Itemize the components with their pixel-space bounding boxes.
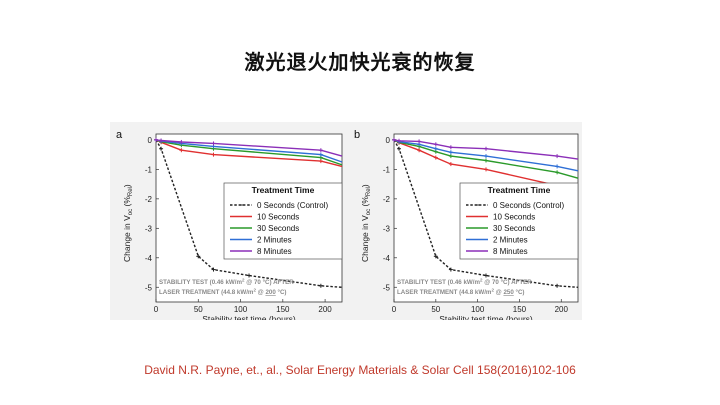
series-line-3 <box>393 139 579 172</box>
y-tick-label: -4 <box>383 254 391 263</box>
y-tick-label: -5 <box>145 283 153 292</box>
x-tick-label: 100 <box>471 305 485 314</box>
x-tick-label: 150 <box>276 305 290 314</box>
legend-label-4: 8 Minutes <box>493 247 528 256</box>
legend-title: Treatment Time <box>252 185 315 195</box>
annotation-2-temp: 250 <box>503 289 514 296</box>
slide-title: 激光退火加快光衰的恢复 <box>244 50 476 74</box>
y-axis-label-sub: oc <box>366 209 372 215</box>
x-axis-label: Stability test time (hours) <box>202 314 296 320</box>
x-tick-label: 50 <box>431 305 440 314</box>
chart-panel-a: a 0 -1 -2 -3 -4 -5 0 50 100 150 200 Stability test t… <box>116 129 343 324</box>
annotation-2-mid: @ <box>256 289 265 296</box>
panel-label: b <box>354 129 360 141</box>
annotation-1-main: STABILITY TEST (0.46 kW/m <box>159 279 242 286</box>
annotation-2-sup: 2 <box>491 288 494 293</box>
x-tick-label: 150 <box>513 305 527 314</box>
y-axis-label-main: Change in V <box>122 215 132 262</box>
legend-label-4: 8 Minutes <box>257 247 292 256</box>
annotation-line-2: LASER TREATMENT (44.8 kW/m2 @ 200 °C) <box>159 288 287 297</box>
annotation-1-tail: @ 70 °C) AFTER <box>483 279 533 286</box>
legend-label-1: 10 Seconds <box>493 213 535 222</box>
legend-label-0: 0 Seconds (Control) <box>257 201 328 210</box>
y-tick-label: -4 <box>145 254 153 263</box>
y-tick-label: -2 <box>145 195 153 204</box>
y-axis-label-close: ) <box>122 184 132 187</box>
legend-label-3: 2 Minutes <box>493 236 528 245</box>
y-axis-label-rel: Rel <box>366 187 372 196</box>
x-tick-label: 100 <box>234 305 248 314</box>
annotation-2-main: LASER TREATMENT (44.8 kW/m <box>159 289 254 296</box>
annotation-2-main: LASER TREATMENT (44.8 kW/m <box>397 289 492 296</box>
figure-frame: a 0 -1 -2 -3 -4 -5 0 50 100 150 200 Stability test t… <box>110 122 582 324</box>
x-tick-label: 200 <box>318 305 332 314</box>
chart-panel-b: b 0 -1 -2 -3 -4 -5 0 50 100 150 200 Stability test t… <box>354 129 579 324</box>
y-axis-label-tail: (% <box>122 196 132 209</box>
legend-box <box>223 182 343 260</box>
y-tick-label: -5 <box>383 283 391 292</box>
series-line-2 <box>393 139 579 179</box>
citation: David N.R. Payne, et., al., Solar Energy… <box>144 363 576 377</box>
annotation-1-sup: 2 <box>480 278 483 283</box>
y-tick-label: 0 <box>386 136 391 145</box>
y-tick-label: 0 <box>148 136 153 145</box>
y-tick-label: -2 <box>383 195 391 204</box>
series-line-4 <box>393 139 579 160</box>
x-tick-label: 200 <box>555 305 569 314</box>
annotation-2-tail: °C) <box>276 289 287 296</box>
annotation-1-tail: @ 70 °C) AFTER <box>245 279 295 286</box>
y-tick-label: -1 <box>383 165 391 174</box>
annotation-2-mid: @ <box>494 289 503 296</box>
x-axis-label: Stability test time (hours) <box>439 314 533 320</box>
y-axis-label: Change in Voc (%Rel) <box>360 184 372 262</box>
legend-label-1: 10 Seconds <box>257 213 299 222</box>
x-tick-label: 50 <box>194 305 203 314</box>
legend-label-2: 30 Seconds <box>257 224 299 233</box>
y-axis-label-rel: Rel <box>128 187 134 196</box>
annotation-2-sup: 2 <box>253 288 256 293</box>
annotation-1-sup: 2 <box>242 278 245 283</box>
legend-label-0: 0 Seconds (Control) <box>493 201 564 210</box>
y-axis-label-close: ) <box>360 184 370 187</box>
annotation-line-1: STABILITY TEST (0.46 kW/m2 @ 70 °C) AFTE… <box>159 278 294 287</box>
y-axis-label-sub: oc <box>128 209 134 215</box>
panel-label: a <box>116 129 123 141</box>
annotation-2-tail: °C) <box>514 289 525 296</box>
y-tick-label: -3 <box>145 224 153 233</box>
y-axis-label-main: Change in V <box>360 215 370 262</box>
annotation-1-main: STABILITY TEST (0.46 kW/m <box>397 279 480 286</box>
annotation-line-2: LASER TREATMENT (44.8 kW/m2 @ 250 °C) <box>397 288 525 297</box>
legend-label-3: 2 Minutes <box>257 236 292 245</box>
y-axis-label: Change in Voc (%Rel) <box>122 184 134 262</box>
y-tick-label: -1 <box>145 165 153 174</box>
y-axis-label-tail: (% <box>360 196 370 209</box>
legend-box <box>459 182 579 260</box>
annotation-line-1: STABILITY TEST (0.46 kW/m2 @ 70 °C) AFTE… <box>397 278 532 287</box>
legend-title: Treatment Time <box>488 185 551 195</box>
y-tick-label: -3 <box>383 224 391 233</box>
legend-label-2: 30 Seconds <box>493 224 535 233</box>
x-tick-label: 0 <box>392 305 397 314</box>
x-tick-label: 0 <box>154 305 159 314</box>
annotation-2-temp: 200 <box>265 289 276 296</box>
